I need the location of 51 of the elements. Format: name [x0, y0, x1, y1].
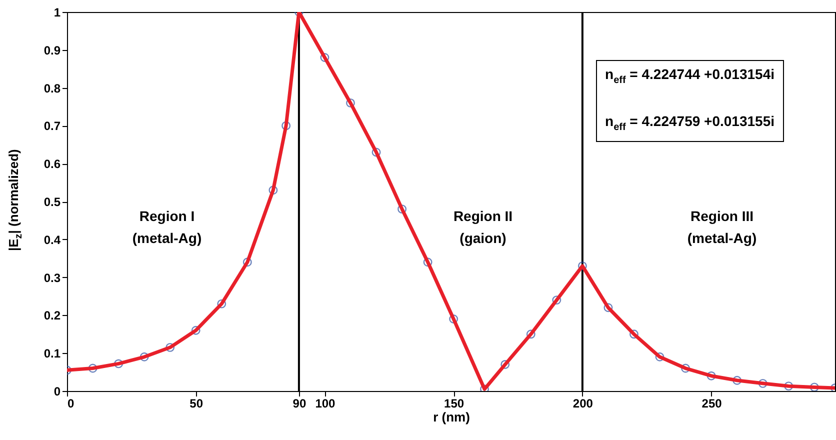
point: [655, 352, 664, 362]
point: [217, 299, 226, 308]
point: [758, 378, 768, 388]
point: [372, 148, 381, 157]
point: [114, 359, 124, 368]
x-tick-label: 0: [68, 396, 74, 410]
point: [526, 330, 536, 339]
y-tick-label: 0.7: [44, 119, 61, 134]
point: [423, 258, 432, 267]
point: [732, 376, 742, 385]
point: [681, 364, 690, 373]
y-tick-label: 0.8: [44, 81, 61, 96]
point: [346, 98, 355, 108]
x-tick-label: 150: [444, 396, 464, 410]
y-tick-label: 0.5: [44, 195, 61, 209]
point: [398, 204, 407, 214]
point: [320, 53, 330, 62]
point: [630, 330, 638, 339]
annotation: n$_{eff}$ = 4.224759 +0.013155i: [605, 112, 774, 135]
annotation: n$_{eff}$ = 4.224744 +0.013154i: [605, 65, 774, 88]
annotation: Region I (metal-Ag): [132, 207, 202, 248]
point: [282, 121, 291, 130]
y-tick-label: 0.4: [44, 232, 61, 247]
x-tick-label: 90: [292, 396, 306, 410]
point: [480, 384, 489, 391]
point: [578, 261, 587, 270]
point: [88, 364, 98, 373]
point: [242, 258, 252, 267]
y-tick-label: 0: [54, 384, 61, 398]
y-tick-label: 1: [54, 6, 61, 20]
point: [449, 314, 458, 324]
point: [268, 186, 278, 195]
point: [166, 342, 175, 352]
x-axis-title: r (nm): [433, 410, 470, 424]
x-tick-label: 50: [190, 396, 204, 410]
point: [191, 326, 200, 335]
y-tick-label: 0.2: [44, 308, 61, 323]
point: [706, 371, 716, 380]
point: [604, 303, 613, 312]
annotation: Region II (gaion): [453, 207, 513, 248]
annotation: Region III (metal-Ag): [687, 207, 757, 248]
point: [140, 352, 149, 362]
y-tick-label: 0.6: [44, 157, 61, 172]
x-tick-label: 250: [702, 396, 722, 410]
y-tick-label: 0.1: [44, 346, 61, 361]
x-tick-label: 100: [315, 396, 336, 410]
point: [552, 296, 562, 305]
x-tick-label: 200: [572, 396, 594, 410]
y-tick-label: 0.9: [44, 43, 61, 58]
y-tick-label: 0.3: [44, 270, 61, 285]
point: [500, 360, 510, 369]
